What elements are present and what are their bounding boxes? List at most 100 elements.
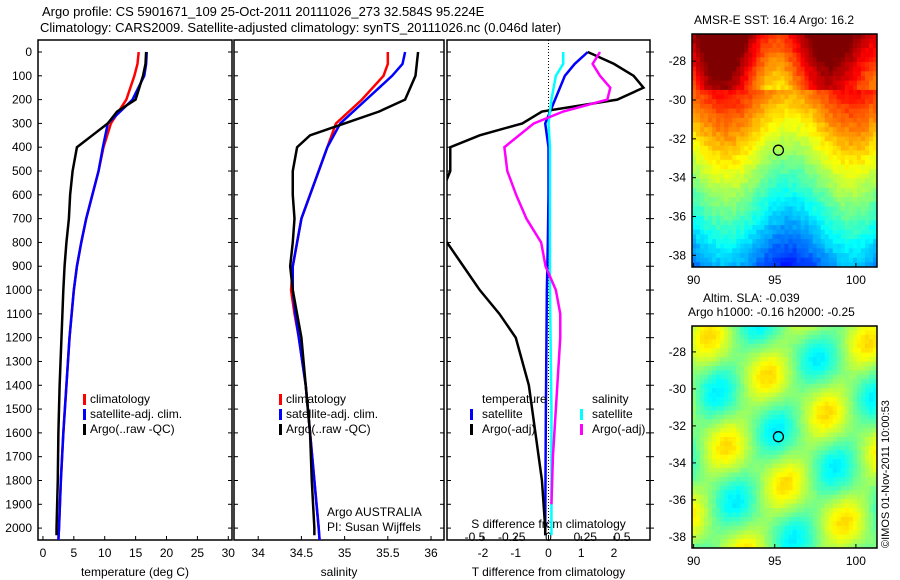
- map-cell: [760, 361, 765, 367]
- map-cell: [804, 187, 810, 193]
- map-cell: [812, 197, 818, 203]
- map-cell: [848, 257, 854, 263]
- map-cell: [792, 476, 798, 482]
- map-cell: [768, 361, 773, 367]
- map-cell: [748, 122, 753, 128]
- map-cell: [860, 192, 866, 198]
- map-cell: [832, 437, 838, 442]
- map-cell: [824, 61, 830, 68]
- map-cell: [856, 234, 862, 240]
- map-cell: [852, 113, 858, 119]
- map-cell: [848, 57, 854, 63]
- map-cell: [836, 145, 842, 151]
- map-cell: [824, 159, 830, 165]
- map-cell: [856, 383, 862, 389]
- map-cell: [708, 262, 713, 268]
- map-cell: [832, 117, 838, 124]
- map-cell: [868, 365, 874, 371]
- map-cell: [752, 197, 757, 203]
- map-cell: [832, 441, 838, 447]
- map-cell: [828, 173, 834, 179]
- map-cell: [700, 225, 705, 231]
- map-cell: [752, 419, 757, 425]
- map-cell: [808, 117, 814, 124]
- map-cell: [712, 136, 717, 142]
- map-cell: [812, 113, 818, 119]
- map-cell: [780, 476, 785, 482]
- legend-swatch: [83, 409, 86, 420]
- map-cell: [744, 388, 749, 394]
- map-cell: [796, 437, 802, 442]
- map-cell: [820, 397, 826, 402]
- map-cell: [732, 206, 737, 212]
- map-cell: [788, 211, 794, 217]
- map-cell: [772, 229, 777, 235]
- map-cell: [732, 61, 737, 68]
- map-cell: [700, 490, 705, 496]
- map-cell: [756, 534, 761, 540]
- map-cell: [864, 248, 870, 254]
- map-cell: [712, 423, 717, 429]
- map-cell: [840, 414, 846, 420]
- map-cell: [788, 463, 794, 469]
- map-cell: [804, 99, 810, 105]
- map-cell: [780, 330, 785, 336]
- map-cell: [732, 225, 737, 231]
- map-cell: [808, 468, 814, 474]
- map-cell: [864, 530, 870, 536]
- map-cell: [716, 481, 721, 487]
- map-cell: [868, 485, 874, 491]
- map-cell: [828, 374, 834, 380]
- map-cell: [720, 183, 725, 189]
- map-cell: [748, 485, 753, 491]
- map-cell: [836, 499, 842, 505]
- map-cell: [756, 437, 761, 442]
- map-cell: [808, 419, 814, 425]
- map-cell: [788, 357, 794, 363]
- map-cell: [824, 516, 830, 522]
- map-cell: [788, 187, 794, 193]
- map-cell: [764, 183, 769, 189]
- map-cell: [792, 253, 798, 259]
- map-cell: [760, 197, 765, 203]
- map-cell: [720, 85, 725, 91]
- map-cell: [836, 530, 842, 536]
- map-cell: [864, 117, 870, 124]
- map-cell: [784, 89, 790, 96]
- map-cell: [728, 94, 733, 100]
- map-cell: [808, 103, 814, 110]
- map-cell: [848, 414, 854, 420]
- map-cell: [800, 481, 806, 487]
- map-cell: [792, 445, 798, 451]
- map-cell: [852, 508, 858, 513]
- map-cell: [852, 348, 858, 354]
- map-cell: [720, 374, 725, 380]
- map-cell: [872, 508, 878, 513]
- map-cell: [792, 159, 798, 165]
- map-cell: [824, 136, 830, 142]
- map-cell: [752, 330, 757, 336]
- map-cell: [728, 525, 733, 531]
- map-cell: [816, 441, 822, 447]
- map-cell: [772, 155, 777, 161]
- map-cell: [812, 178, 818, 184]
- map-cell: [804, 508, 810, 513]
- map-cell: [820, 539, 826, 545]
- map-cell: [744, 173, 749, 179]
- map-cell: [716, 414, 721, 420]
- map-cell: [732, 150, 737, 156]
- map-cell: [736, 365, 741, 371]
- map-cell: [708, 397, 713, 402]
- map-cell: [720, 66, 725, 72]
- map-cell: [844, 136, 850, 142]
- map-cell: [860, 164, 866, 170]
- map-cell: [828, 370, 834, 376]
- map-cell: [784, 361, 790, 367]
- map-cell: [828, 192, 834, 198]
- map-cell: [772, 516, 777, 522]
- map-cell: [776, 197, 781, 203]
- map-cell: [792, 71, 798, 77]
- map-cell: [712, 516, 717, 522]
- map-cell: [852, 257, 858, 263]
- map-cell: [872, 379, 878, 385]
